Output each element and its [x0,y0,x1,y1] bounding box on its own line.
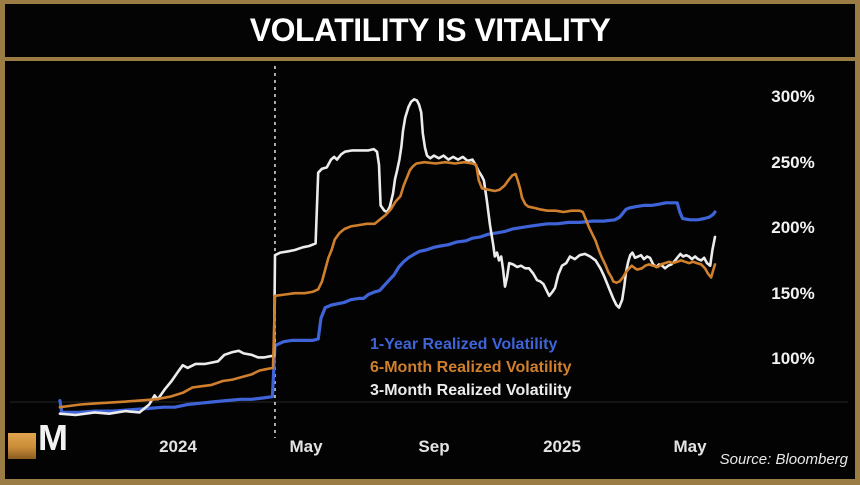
y-tick-label: 250% [771,152,815,172]
title-divider [0,57,860,61]
legend-item: 1-Year Realized Volatility [370,336,558,353]
series-line-1 [58,201,717,414]
y-tick-label: 300% [771,87,815,106]
x-tick-label: Sep [418,437,450,456]
y-tick-label: 100% [771,349,815,368]
legend-item: 3-Month Realized Volatility [370,382,572,399]
x-tick-label: 2025 [543,437,581,456]
markets-logo-square [8,433,36,459]
series-group [58,98,717,417]
y-tick-label: 200% [771,218,815,237]
source-credit: Source: Bloomberg [719,451,848,468]
title-band: VOLATILITY IS VITALITY [5,4,855,56]
x-tick-label: May [673,437,707,456]
legend-item: 6-Month Realized Volatility [370,359,572,376]
x-tick-label: 2024 [159,437,197,456]
x-tick-label: May [289,437,323,456]
page-title: VOLATILITY IS VITALITY [249,11,611,48]
chart-legend: 1-Year Realized Volatility 6-Month Realiz… [370,333,572,402]
y-tick-label: 150% [771,283,815,303]
series-line-2 [58,160,717,409]
markets-logo-letter: M [38,417,68,458]
